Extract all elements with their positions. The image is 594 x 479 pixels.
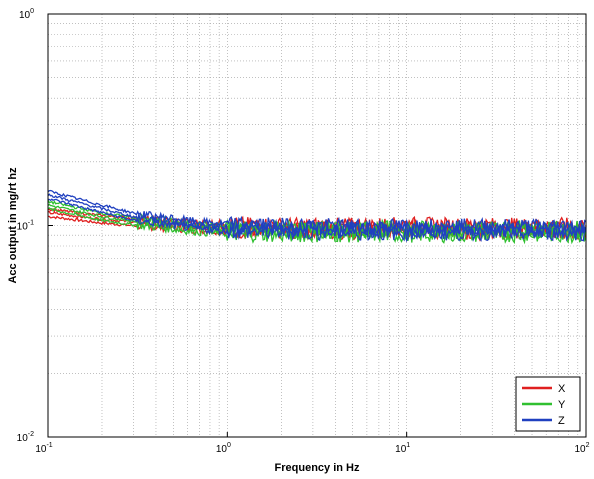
y-tick-label: 100: [19, 8, 34, 21]
y-tick-label: 10-1: [17, 220, 34, 233]
series-line-z: [47, 193, 587, 239]
legend-label-x: X: [558, 383, 566, 395]
y-axis-title: Acc output in mg/rt hz: [7, 167, 19, 284]
series-layer: [47, 189, 587, 245]
x-tick-label: 10-1: [35, 442, 52, 455]
x-tick-label: 101: [395, 442, 410, 455]
series-line-y: [47, 207, 587, 245]
x-tick-label: 100: [216, 442, 231, 455]
legend-label-y: Y: [558, 399, 566, 411]
legend: XYZ: [515, 376, 581, 432]
x-tick-label: 102: [574, 442, 589, 455]
x-axis-title: Frequency in Hz: [275, 462, 360, 474]
legend-label-z: Z: [558, 415, 565, 427]
series-line-z: [47, 189, 587, 236]
y-tick-label: 10-2: [17, 431, 34, 444]
